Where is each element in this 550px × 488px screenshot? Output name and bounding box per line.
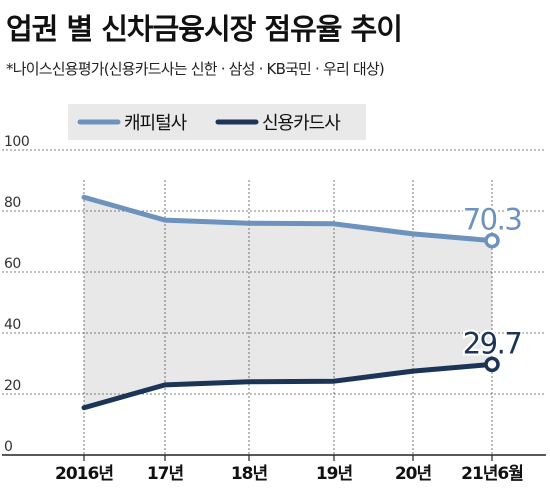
chart-subtitle: *나이스신용평가(신용카드사는 신한 · 삼성 · KB국민 · 우리 대상): [6, 60, 385, 78]
y-tick-label: 20: [4, 378, 21, 394]
x-tick-label: 17년: [147, 464, 184, 484]
series-end-marker: [484, 232, 500, 249]
y-tick-label: 40: [4, 317, 21, 333]
series-end-marker: [484, 356, 500, 373]
x-tick-label: 19년: [316, 464, 353, 484]
series-line-card: [81, 361, 495, 411]
chart-title: 업권 별 신차금융시장 점유율 추이: [6, 12, 403, 46]
series-end-label: 29.7: [463, 326, 522, 360]
series-end-label: 70.3: [463, 203, 522, 237]
legend-label: 신용카드사: [262, 113, 341, 134]
y-tick-label: 80: [4, 195, 21, 211]
x-tick-label: 2016년: [55, 464, 113, 484]
series-line-capital: [81, 194, 495, 244]
x-tick-label: 18년: [231, 464, 268, 484]
legend-label: 캐피털사: [124, 113, 188, 134]
y-tick-label: 0: [4, 439, 12, 455]
x-tick-label: 20년: [395, 464, 432, 484]
y-tick-label: 100: [4, 134, 29, 150]
y-tick-label: 60: [4, 256, 21, 272]
x-tick-label: 21년6월: [461, 464, 523, 484]
share-gap-area: [84, 197, 492, 408]
